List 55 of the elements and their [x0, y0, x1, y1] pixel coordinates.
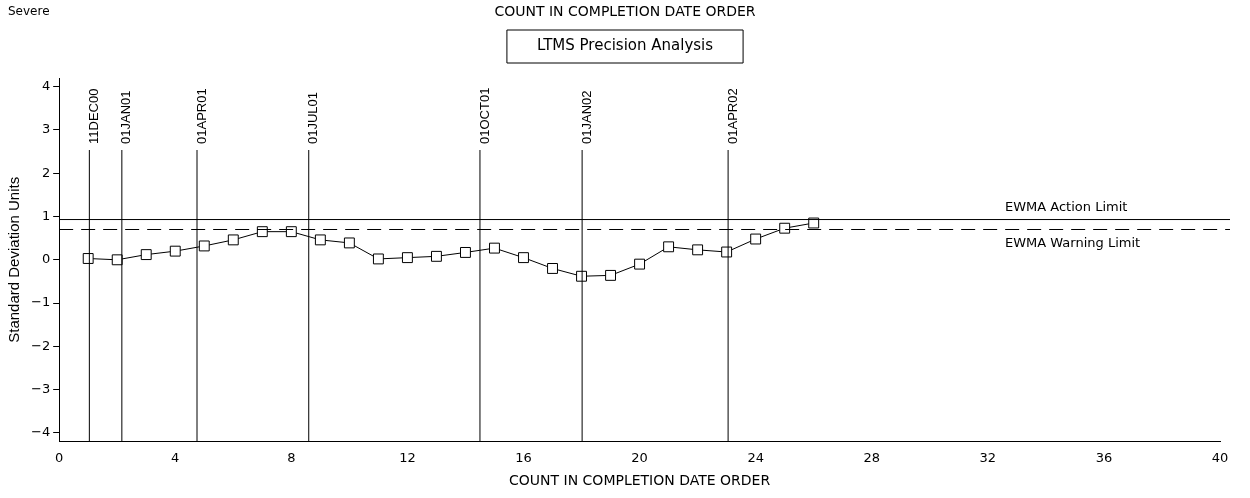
y-tick-label: −3: [30, 381, 51, 397]
ref-line-label: 01JAN02: [578, 90, 594, 144]
text: COUNT IN COMPLETION DATE ORDER: [494, 2, 756, 19]
point: [663, 241, 675, 253]
ref-line-label: 01JAN01: [118, 90, 134, 144]
y-axis-title: Standard Deviation Units: [5, 176, 23, 343]
y-tick-label: 0: [41, 251, 51, 267]
ref-line-label: 01APR02: [724, 88, 740, 144]
y-tick-label: 2: [41, 164, 51, 180]
x-tick-label: 4: [171, 449, 180, 465]
x-tick-label: 40: [1211, 449, 1229, 465]
x-tick-label: 16: [515, 449, 532, 465]
ref-line-label: 01APR01: [193, 88, 209, 144]
point: [692, 244, 704, 256]
point: [547, 263, 558, 274]
y-tick-label: 3: [41, 121, 51, 137]
point: [227, 234, 239, 246]
point: [401, 252, 413, 264]
point: [140, 249, 152, 261]
ref-line-label: 01OCT01: [476, 87, 492, 144]
point: [169, 245, 181, 257]
point: [750, 233, 762, 245]
y-tick-label: −4: [30, 424, 51, 440]
y-tick-label: 1: [41, 207, 51, 223]
x-tick-label: 24: [747, 449, 764, 465]
point: [343, 237, 355, 249]
ref-line-label: EWMA Action Limit: [1005, 199, 1128, 215]
x-tick-label: 32: [979, 449, 997, 465]
y-tick-label: 4: [41, 78, 51, 94]
x-axis-title: COUNT IN COMPLETION DATE ORDER: [509, 472, 771, 489]
x-tick-label: 12: [399, 449, 416, 465]
point: [314, 234, 326, 246]
x-tick-label: 8: [287, 449, 296, 465]
point: [489, 242, 500, 254]
point: [460, 246, 471, 258]
x-tick-label: 36: [1095, 449, 1113, 465]
point: [518, 252, 529, 264]
y-tick-label: −2: [30, 337, 51, 353]
point: [634, 258, 646, 270]
y-tick-label: −1: [30, 294, 51, 310]
point: [198, 240, 210, 252]
x-tick-label: 28: [863, 449, 881, 465]
point: [430, 250, 442, 262]
point: [779, 222, 791, 234]
x-tick-label: 0: [55, 449, 64, 465]
x-tick-label: 20: [631, 449, 648, 465]
point: [372, 253, 384, 265]
point: [605, 269, 617, 281]
point: [285, 226, 297, 238]
text: Severe: [8, 4, 50, 19]
ref-line-label: EWMA Warning Limit: [1005, 235, 1141, 251]
chart-title: LTMS Precision Analysis: [536, 35, 714, 54]
ref-line-label: 01JUL01: [305, 91, 321, 144]
ref-line-label: 11DEC00: [85, 88, 101, 144]
point: [256, 226, 268, 238]
